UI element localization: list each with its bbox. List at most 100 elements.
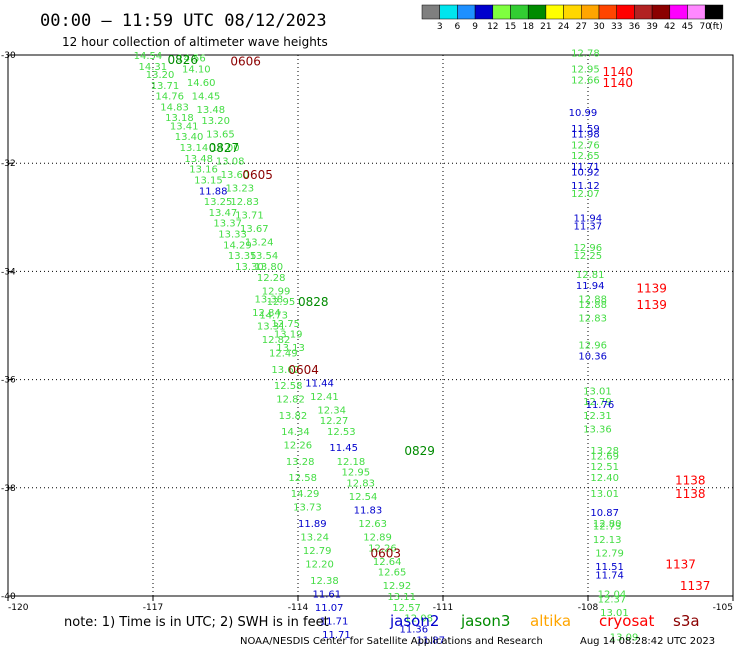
wave-height-point: 12.65	[378, 568, 407, 579]
wave-height-point: 13.38	[255, 294, 284, 305]
pass-time-label: 0605	[242, 168, 273, 182]
wave-height-point: 13.71	[151, 81, 180, 92]
pass-time-label: 0828	[298, 295, 329, 309]
pass-time-label: 0827	[209, 141, 240, 155]
mission-s3a: s3a	[673, 612, 700, 630]
wave-height-point: 13.65	[206, 129, 235, 140]
wave-height-point: 13.25	[204, 197, 233, 208]
wave-height-point: 12.83	[230, 197, 259, 208]
wave-height-point: 13.14	[180, 143, 209, 154]
wave-height-point: 11.88	[199, 186, 228, 197]
wave-height-point: 13.48	[184, 154, 213, 165]
colorbar-swatch	[527, 4, 547, 20]
wave-height-point: 14.60	[187, 78, 216, 89]
wave-height-point: 11.61	[313, 589, 342, 600]
wave-height-point: 12.82	[262, 335, 291, 346]
wave-height-point: 10.92	[571, 167, 600, 178]
wave-height-point: 14.29	[223, 240, 252, 251]
wave-height-point: 13.54	[250, 251, 279, 262]
wave-height-point: 13.33	[218, 230, 247, 241]
mission-cryosat: cryosat	[599, 612, 654, 630]
colorbar-tick-label: 42	[664, 22, 675, 32]
wave-height-point: 12.99	[262, 286, 291, 297]
colorbar-swatch	[616, 4, 635, 20]
credit-source: NOAA/NESDIS Center for Satellite Applica…	[240, 636, 543, 647]
y-tick-label: -34	[1, 267, 16, 277]
wave-height-point: 11.89	[298, 519, 327, 530]
wave-height-point: 11.71	[571, 162, 600, 173]
colorbar-swatch	[651, 4, 671, 20]
colorbar-tick-label: 27	[576, 22, 587, 32]
colorbar-tick-label: 45	[682, 22, 693, 32]
colorbar-swatch	[704, 4, 724, 20]
wave-height-point: 12.40	[590, 473, 619, 484]
wave-height-point: 12.80	[593, 519, 622, 530]
wave-height-point: 12.58	[288, 473, 317, 484]
wave-height-point: 13.08	[216, 156, 245, 167]
wave-height-point: 11.07	[315, 603, 344, 614]
colorbar-swatch	[634, 4, 653, 20]
wave-height-point: 13.13	[276, 343, 305, 354]
wave-height-point: 12.92	[383, 581, 412, 592]
wave-height-point: 12.96	[578, 340, 607, 351]
wave-height-point: 13.60	[221, 170, 250, 181]
footer-note: note: 1) Time is in UTC; 2) SWH is in fe…	[64, 615, 329, 630]
wave-height-point: 12.07	[571, 189, 600, 200]
wave-height-point: 13.62	[271, 365, 300, 376]
pass-time-label: 1138	[675, 487, 706, 501]
wave-height-point: 12.31	[583, 411, 612, 422]
wave-height-point: 12.63	[358, 519, 387, 530]
wave-height-point: 14.00	[211, 143, 240, 154]
plot-frame	[7, 54, 734, 597]
wave-height-point: 13.71	[235, 211, 264, 222]
colorbar-tick-label: 21	[540, 22, 551, 32]
mission-altika: altika	[530, 612, 571, 630]
wave-height-point: 13.18	[165, 113, 194, 124]
wave-height-point: 14.56	[177, 54, 206, 65]
wave-height-point: 11.37	[574, 221, 603, 232]
wave-height-point: 12.79	[303, 546, 332, 557]
wave-height-point: 14.29	[291, 489, 320, 500]
wave-height-point: 12.26	[284, 441, 313, 452]
colorbar-tick-label: 3	[437, 22, 443, 32]
colorbar: 3 6 9 12 15 18 21 24 27 30 33 36 39 42 45 70(ft)	[421, 4, 724, 32]
wave-height-point: 12.96	[574, 243, 603, 254]
wave-height-point: 13.23	[226, 184, 255, 195]
wave-height-point: 12.37	[598, 595, 627, 606]
wave-height-point: 12.64	[373, 557, 402, 568]
wave-height-point: 11.71	[320, 616, 349, 627]
colorbar-swatch	[563, 4, 582, 20]
wave-height-point: 10.36	[578, 351, 607, 362]
wave-height-point: 12.83	[578, 313, 607, 324]
colorbar-swatch	[421, 4, 440, 20]
wave-height-point: 14.73	[259, 311, 288, 322]
wave-height-point: 13.20	[146, 70, 175, 81]
wave-height-point: 12.20	[305, 560, 334, 571]
x-tick-label: -108	[578, 603, 599, 613]
x-tick-label: -120	[8, 603, 29, 613]
wave-height-point: 13.37	[213, 219, 242, 230]
wave-height-point: 13.47	[209, 208, 238, 219]
colorbar-swatch	[687, 4, 706, 20]
y-tick-label: -36	[1, 376, 16, 386]
colorbar-tick-label: 24	[558, 22, 570, 32]
wave-height-point: 13.36	[583, 424, 612, 435]
wave-height-point: 10.99	[569, 108, 598, 119]
wave-height-point: 12.38	[310, 576, 339, 587]
colorbar-tick-label: 18	[522, 22, 534, 32]
wave-height-point: 13.73	[293, 503, 322, 514]
wave-height-point: 13.16	[189, 165, 218, 176]
wave-height-point: 13.28	[590, 446, 619, 457]
wave-height-point: 11.12	[571, 181, 600, 192]
colorbar-tick-label: 39	[646, 22, 658, 32]
wave-height-point: 12.89	[363, 532, 392, 543]
pass-time-label: 1140	[603, 65, 634, 79]
y-tick-label: -40	[1, 592, 16, 602]
wave-height-point: 11.76	[586, 400, 615, 411]
wave-height-point: 12.95	[342, 468, 371, 479]
wave-height-point: 13.30	[235, 262, 264, 273]
wave-height-point: 12.78	[571, 48, 600, 59]
wave-height-point: 11.59	[571, 124, 600, 135]
colorbar-tick-label: 9	[472, 22, 478, 32]
wave-height-point: 12.84	[252, 308, 281, 319]
